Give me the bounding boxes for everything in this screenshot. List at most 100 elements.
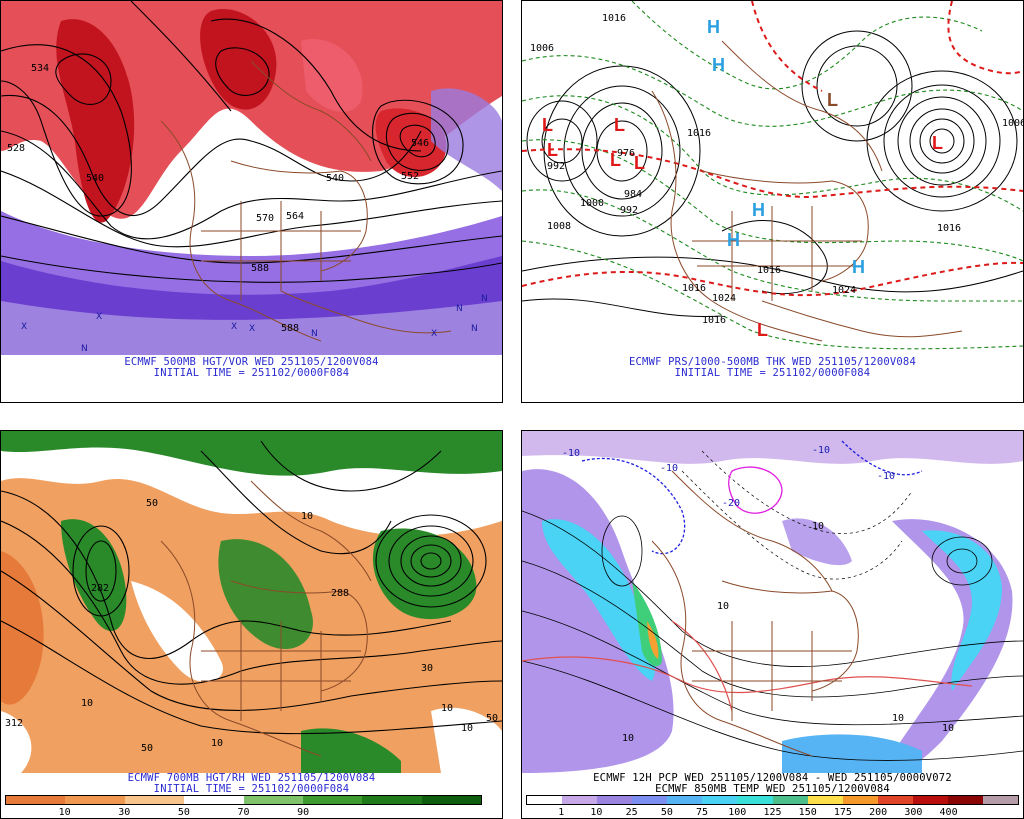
panel-850mb-temp-precip: -10 -10 -10 -10 -20 10 10 10 10 10 ECMWF… — [521, 430, 1024, 819]
colorbar-tick-label: 50 — [177, 807, 190, 818]
isobar-label: 992 — [547, 161, 565, 172]
vorticity-mark: N — [81, 344, 88, 354]
rh-label: 10 — [461, 723, 473, 734]
high-pressure-symbol: H — [752, 200, 765, 220]
colorbar-tick-label: 100 — [728, 807, 747, 818]
contour-label: 546 — [411, 138, 429, 149]
isobar-label: 1016 — [757, 265, 781, 276]
low-pressure-symbol: L — [827, 90, 838, 110]
rh-label: 30 — [421, 663, 433, 674]
height-label: 312 — [5, 718, 23, 729]
panel-500mb-height-vorticity: 528 534 540 540 570 564 588 588 552 546 … — [0, 0, 503, 403]
low-pressure-symbol: L — [610, 150, 621, 170]
vorticity-mark: X — [231, 322, 237, 332]
isobar-label: 1016 — [602, 13, 626, 24]
colorbar-swatch — [983, 796, 1019, 804]
high-pressure-symbol: H — [707, 17, 720, 37]
temperature-label: 10 — [942, 723, 954, 734]
map-pressure: H H H H H L L L L L L L L 1016 1006 992 … — [522, 1, 1023, 355]
isobar-label: 984 — [624, 189, 642, 200]
colorbar-tick-label: 300 — [904, 807, 923, 818]
colorbar-tick-label: 25 — [625, 807, 638, 818]
colorbar-tick-label: 30 — [118, 807, 131, 818]
temperature-label: -20 — [722, 498, 740, 509]
colorbar-swatch — [243, 796, 303, 804]
panel-title: ECMWF 700MB HGT/RH WED 251105/1200V084 — [127, 772, 376, 784]
precip-colorbar-ticks: 1 10 25 50 75 100 125 150 175 200 300 400 — [526, 807, 1019, 819]
isobar-label: 1006 — [530, 43, 554, 54]
contour-label: 588 — [281, 323, 299, 334]
colorbar-tick-label: 10 — [58, 807, 71, 818]
isobar-label: 1016 — [937, 223, 961, 234]
colorbar-swatch — [667, 796, 703, 804]
rh-colorbar — [5, 795, 482, 805]
colorbar-swatch — [632, 796, 668, 804]
high-pressure-symbol: H — [727, 230, 740, 250]
rh-label: 10 — [301, 511, 313, 522]
colorbar-tick-label: 75 — [696, 807, 709, 818]
contour-label: 552 — [401, 171, 419, 182]
colorbar-tick-label: 90 — [297, 807, 310, 818]
rh-label: 10 — [81, 698, 93, 709]
colorbar-swatch — [65, 796, 125, 804]
panel-initial-time: INITIAL TIME = 251102/0000F084 — [153, 367, 350, 379]
colorbar-swatch — [562, 796, 598, 804]
panel-initial-time: INITIAL TIME = 251102/0000F084 — [153, 783, 350, 795]
colorbar-swatch — [597, 796, 633, 804]
colorbar-swatch — [702, 796, 738, 804]
isobar-label: 1024 — [832, 285, 856, 296]
map-500mb: 528 534 540 540 570 564 588 588 552 546 … — [1, 1, 502, 355]
panel-subtitle: ECMWF 850MB TEMP WED 251105/1200V084 — [655, 783, 890, 795]
panel-title: ECMWF 12H PCP WED 251105/1200V084 - WED … — [593, 772, 952, 784]
map-850mb: -10 -10 -10 -10 -20 10 10 10 10 10 — [522, 431, 1023, 773]
colorbar-tick-label: 150 — [798, 807, 817, 818]
vorticity-mark: X — [96, 312, 102, 322]
colorbar-swatch — [842, 796, 878, 804]
colorbar-swatch — [807, 796, 843, 804]
panel-initial-time: INITIAL TIME = 251102/0000F084 — [674, 367, 871, 379]
contour-label: 564 — [286, 211, 304, 222]
vorticity-mark: N — [311, 329, 318, 339]
panel-title: ECMWF PRS/1000-500MB THK WED 251105/1200… — [629, 356, 916, 368]
height-label: 282 — [91, 583, 109, 594]
map-700mb: 50 10 10 10 50 10 30 50 312 288 282 10 — [1, 431, 502, 773]
colorbar-swatch — [912, 796, 948, 804]
panel-pressure-thickness: H H H H H L L L L L L L L 1016 1006 992 … — [521, 0, 1024, 403]
rh-colorbar-ticks: 10 30 50 70 90 — [5, 807, 482, 819]
vorticity-mark: N — [456, 304, 463, 314]
colorbar-tick-label: 200 — [869, 807, 888, 818]
temperature-label: 10 — [717, 601, 729, 612]
rh-label: 10 — [441, 703, 453, 714]
isobar-label: 1006 — [1002, 118, 1023, 129]
isobar-label: 1016 — [702, 315, 726, 326]
isobar-label: 1016 — [687, 128, 711, 139]
colorbar-tick-label: 70 — [237, 807, 250, 818]
contour-label: 528 — [7, 143, 25, 154]
colorbar-swatch — [362, 796, 422, 804]
isobar-label: 1024 — [712, 293, 736, 304]
low-pressure-symbol: L — [547, 140, 558, 160]
rh-label: 50 — [146, 498, 158, 509]
isobar-label: 992 — [620, 205, 638, 216]
temperature-label: -10 — [660, 463, 678, 474]
contour-label: 540 — [86, 173, 104, 184]
temperature-label: 10 — [812, 521, 824, 532]
temperature-label: 10 — [892, 713, 904, 724]
temperature-label: -10 — [877, 471, 895, 482]
rh-label: 50 — [486, 713, 498, 724]
vorticity-mark: N — [481, 294, 488, 304]
colorbar-swatch — [124, 796, 185, 804]
temperature-label: -10 — [812, 445, 830, 456]
panel-700mb-height-rh: 50 10 10 10 50 10 30 50 312 288 282 10 E… — [0, 430, 503, 819]
colorbar-tick-label: 50 — [660, 807, 673, 818]
isobar-label: 976 — [617, 148, 635, 159]
high-pressure-symbol: H — [852, 257, 865, 277]
colorbar-swatch — [772, 796, 808, 804]
contour-label: 540 — [326, 173, 344, 184]
rh-label: 10 — [211, 738, 223, 749]
colorbar-swatch — [737, 796, 773, 804]
vorticity-mark: X — [431, 329, 437, 339]
isobar-label: 1016 — [682, 283, 706, 294]
low-pressure-symbol: L — [757, 320, 768, 340]
low-pressure-symbol: L — [542, 115, 553, 135]
